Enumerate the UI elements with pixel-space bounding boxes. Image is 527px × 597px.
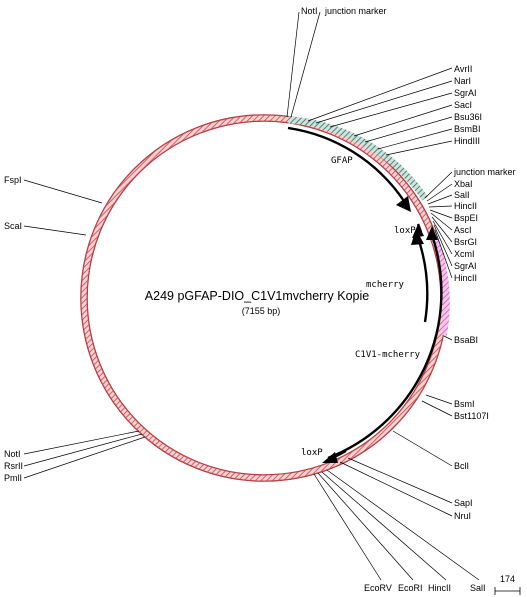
enzyme-label: SalI (454, 190, 470, 200)
enzyme-label: ScaI (4, 221, 22, 231)
feature-label-loxp-top: loxP (394, 226, 416, 236)
enzyme-label: NotI (4, 449, 21, 459)
leaders-bottom (313, 469, 480, 581)
c1v1-mcherry-arrow (327, 234, 443, 460)
enzyme-label: RsrII (4, 461, 23, 471)
enzyme-label: junction marker (453, 167, 516, 177)
enzyme-label: AvrII (454, 64, 472, 74)
enzyme-label: BsaBI (454, 335, 478, 345)
enzyme-label: Bst1107I (454, 411, 489, 421)
enzyme-label: HindIII (454, 136, 480, 146)
gfap-region-arc (288, 116, 428, 201)
leaders-top (286, 11, 321, 118)
enzyme-label: junction marker (324, 6, 387, 16)
feature-label-loxp-bottom: loxP (301, 448, 323, 458)
feature-label-gfap: GFAP (331, 156, 353, 166)
enzyme-label: AscI (454, 225, 472, 235)
feature-label-mcherry: mcherry (366, 280, 405, 290)
enzyme-label: NarI (454, 76, 471, 86)
leaders-left (23, 179, 146, 479)
enzyme-label: PmlI (4, 473, 22, 483)
enzyme-label: EcoRV (364, 583, 392, 593)
enzyme-label: BsmBI (454, 124, 481, 134)
insert-region-arc (428, 230, 450, 336)
gfap-arrow (287, 126, 405, 202)
mcherry-arrowhead (411, 229, 424, 245)
enzyme-label: HincII (428, 583, 451, 593)
enzyme-label: SalI (470, 583, 486, 593)
enzyme-label: BsrGI (454, 237, 477, 247)
enzyme-label: SgrAI (454, 88, 477, 98)
enzyme-label: SacI (454, 100, 472, 110)
feature-label-c1v1-mcherry: C1V1-mcherry (355, 350, 421, 360)
feature-arrows (287, 126, 443, 463)
enzyme-label: XbaI (454, 179, 473, 189)
scale-bar (494, 587, 521, 595)
enzyme-label: SapI (454, 498, 473, 508)
c1v1-arrowhead (426, 226, 438, 240)
enzyme-label: FspI (4, 175, 22, 185)
enzyme-label: BsmI (454, 399, 475, 409)
enzyme-label: BclI (454, 461, 469, 471)
leaders-right-mid (424, 171, 453, 279)
loxp-bottom-arrowhead (322, 452, 338, 463)
mcherry-arrow (418, 243, 429, 323)
enzyme-label: BspEI (454, 213, 478, 223)
enzyme-label: NotI (301, 6, 318, 16)
plasmid-length: (7155 bp) (242, 306, 281, 316)
leaders-right-low (339, 335, 453, 517)
enzyme-label: HincII (454, 201, 477, 211)
leaders-right-top (307, 67, 453, 156)
enzyme-label: XcmI (454, 249, 475, 259)
enzyme-label: HincII (454, 273, 477, 283)
enzyme-label: NruI (454, 511, 471, 521)
gfap-arrowhead (396, 196, 411, 212)
enzyme-label: EcoRI (398, 583, 423, 593)
scale-label: 174 (500, 574, 515, 584)
enzyme-label: Bsu36I (454, 112, 482, 122)
plasmid-title: A249 pGFAP-DIO_C1V1mvcherry Kopie (145, 289, 369, 303)
enzyme-label: SgrAI (454, 261, 477, 271)
